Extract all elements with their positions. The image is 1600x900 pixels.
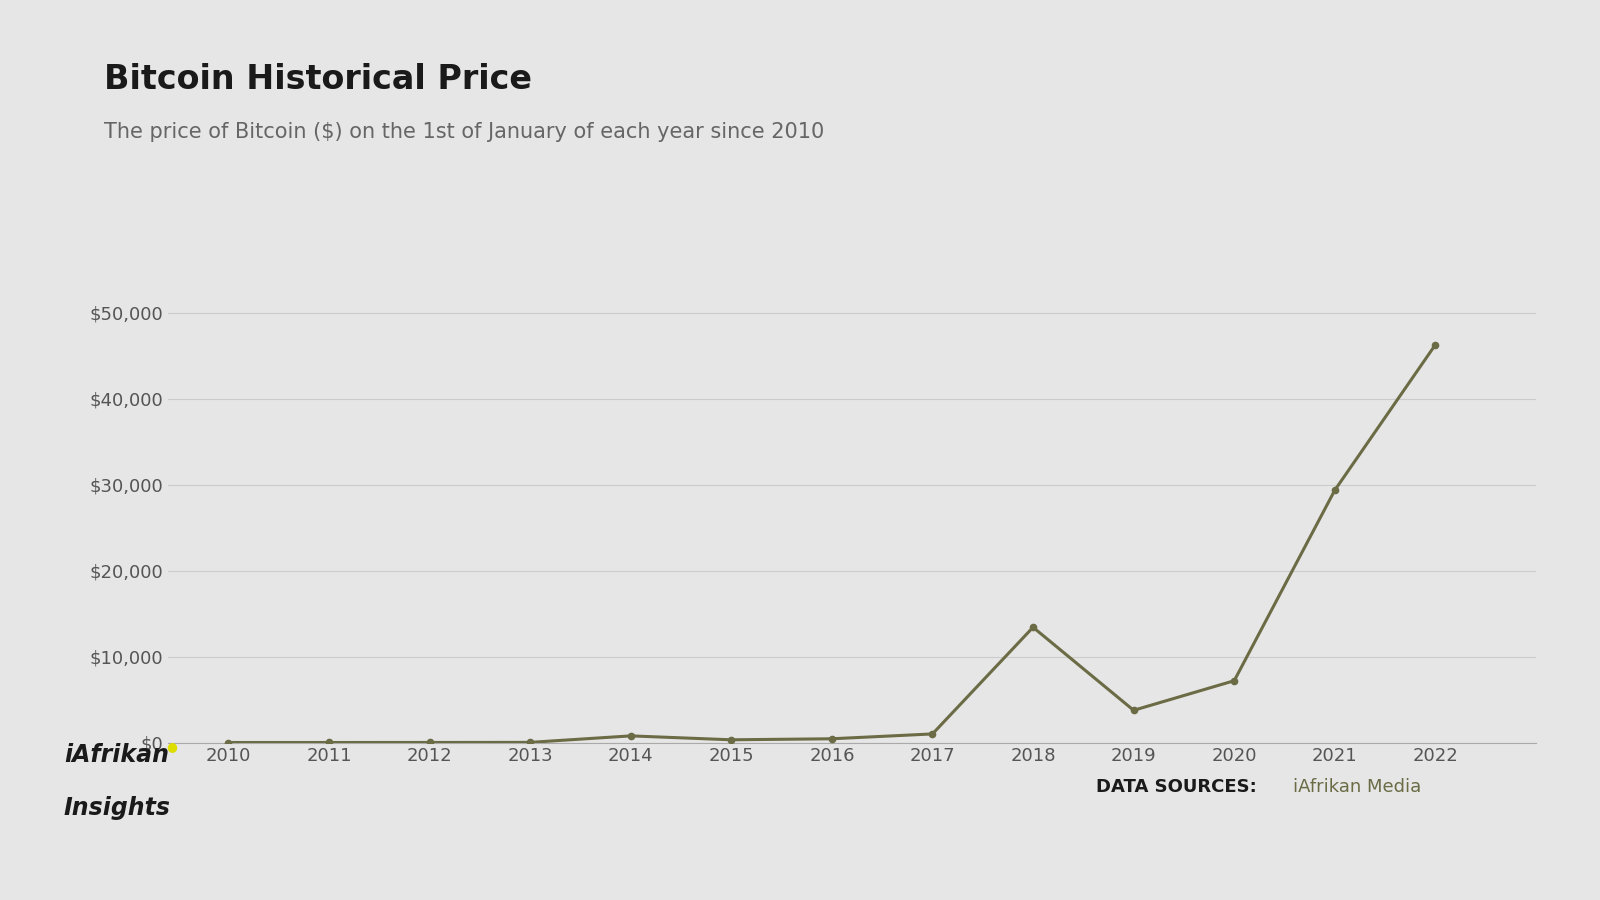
Text: Bitcoin Historical Price: Bitcoin Historical Price xyxy=(104,63,531,96)
Text: ●: ● xyxy=(166,740,178,752)
Text: DATA SOURCES:: DATA SOURCES: xyxy=(1096,778,1256,796)
Text: Insights: Insights xyxy=(64,796,171,821)
Text: iAfrikan: iAfrikan xyxy=(64,742,170,767)
Text: iAfrikan Media: iAfrikan Media xyxy=(1293,778,1421,796)
Text: The price of Bitcoin ($) on the 1st of January of each year since 2010: The price of Bitcoin ($) on the 1st of J… xyxy=(104,122,824,141)
